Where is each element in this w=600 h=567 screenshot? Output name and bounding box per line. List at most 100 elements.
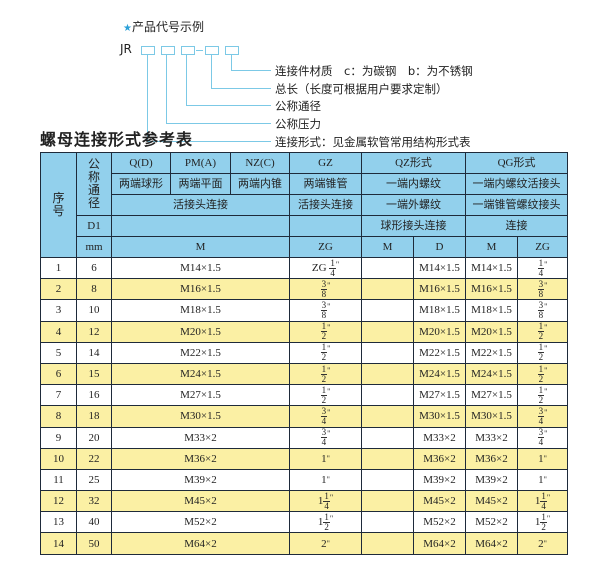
cell-m: M45×2 bbox=[111, 490, 290, 513]
header-gz-desc: 两端锥管 bbox=[289, 173, 362, 195]
cell-dn: 12 bbox=[76, 320, 112, 343]
cell-qg-zg: 3 8 " bbox=[517, 278, 569, 301]
cell-qz-m bbox=[361, 511, 414, 534]
cell-qg-zg: 1 2 " bbox=[517, 362, 569, 386]
table-row: 2 8 M16×1.5 3 8 " M16×1.5 M16×1.5 3 8 " bbox=[40, 278, 569, 301]
header-empty bbox=[289, 215, 362, 237]
cell-no: 8 bbox=[40, 405, 77, 428]
cell-dn: 20 bbox=[76, 426, 112, 449]
header-qd: Q(D) bbox=[111, 152, 171, 174]
cell-qg-zg: 3 4 " bbox=[517, 426, 569, 449]
cell-qz-d: M24×1.5 bbox=[412, 362, 467, 386]
cell-qg-zg: 1 1 2 " bbox=[517, 511, 569, 534]
cell-dn: 15 bbox=[76, 362, 112, 386]
cell-no: 6 bbox=[40, 362, 77, 386]
cell-qg-m: M27×1.5 bbox=[465, 384, 519, 407]
legend-heading: ★产品代号示例 bbox=[123, 18, 204, 35]
cell-zg: 1" bbox=[289, 447, 362, 470]
header-qz-d: D bbox=[412, 236, 467, 258]
cell-qz-d: M14×1.5 bbox=[412, 256, 467, 280]
cell-dn: 10 bbox=[76, 299, 112, 322]
cell-zg: 3 4 " bbox=[289, 405, 362, 428]
cell-qz-m bbox=[361, 299, 414, 322]
nut-connection-table: 序号 公称通径 Q(D) PM(A) NZ(C) GZ QZ形式 QG形式 两端… bbox=[40, 152, 569, 555]
header-zg: ZG bbox=[289, 236, 362, 258]
cell-dn: 22 bbox=[76, 447, 112, 470]
cell-qg-m: M30×1.5 bbox=[465, 405, 519, 428]
cell-qg-zg: 1 2 " bbox=[517, 320, 569, 343]
header-qd-desc: 两端球形 bbox=[111, 173, 171, 195]
cell-no: 4 bbox=[40, 320, 77, 343]
cell-m: M27×1.5 bbox=[111, 384, 290, 407]
header-union-connection: 活接头连接 bbox=[111, 194, 290, 216]
header-dn: 公称通径 bbox=[76, 152, 112, 216]
cell-zg: 1 2 " bbox=[289, 384, 362, 407]
cell-qz-m bbox=[361, 468, 414, 492]
cell-no: 3 bbox=[40, 299, 77, 322]
cell-no: 7 bbox=[40, 384, 77, 407]
legend-label-pressure: 公称压力 bbox=[275, 117, 321, 131]
cell-dn: 32 bbox=[76, 490, 112, 513]
cell-qg-m: M16×1.5 bbox=[465, 278, 519, 301]
cell-m: M18×1.5 bbox=[111, 299, 290, 322]
cell-dn: 6 bbox=[76, 256, 112, 280]
table-row: 6 15 M24×1.5 1 2 " M24×1.5 M24×1.5 1 2 " bbox=[40, 362, 569, 386]
cell-qz-d: M39×2 bbox=[412, 468, 467, 492]
cell-qg-m: M64×2 bbox=[465, 532, 519, 555]
cell-dn: 18 bbox=[76, 405, 112, 428]
header-qz-desc3: 球形接头连接 bbox=[360, 215, 467, 237]
code-dash bbox=[196, 50, 203, 51]
cell-qg-m: M33×2 bbox=[465, 426, 519, 449]
header-qz-desc2: 一端外螺纹 bbox=[360, 194, 467, 216]
cell-qz-m bbox=[361, 256, 414, 280]
cell-m: M14×1.5 bbox=[111, 256, 290, 280]
cell-qz-d: M18×1.5 bbox=[412, 299, 467, 322]
table-row: 1 6 M14×1.5 ZG 1 4 " M14×1.5 M14×1.5 1 4 " bbox=[40, 256, 569, 280]
header-gz: GZ bbox=[289, 152, 362, 174]
cell-zg: ZG 1 4 " bbox=[289, 256, 362, 280]
legend-label-connection: 连接形式：见金属软管常用结构形式表 bbox=[275, 135, 471, 149]
cell-m: M16×1.5 bbox=[111, 278, 290, 301]
code-box bbox=[225, 46, 239, 55]
cell-zg: 3 8 " bbox=[289, 299, 362, 322]
cell-qg-m: M24×1.5 bbox=[465, 362, 519, 386]
header-unit: mm bbox=[76, 236, 112, 258]
legend-heading-text: 产品代号示例 bbox=[131, 20, 204, 34]
cell-qz-d: M45×2 bbox=[412, 490, 467, 513]
cell-m: M36×2 bbox=[111, 447, 290, 470]
cell-qz-d: M30×1.5 bbox=[412, 405, 467, 428]
cell-qz-d: M64×2 bbox=[412, 532, 467, 555]
header-nz: NZ(C) bbox=[230, 152, 290, 174]
legend-label-material: 连接件材质 c：为碳钢 b：为不锈钢 bbox=[275, 64, 473, 78]
cell-qz-m bbox=[361, 341, 414, 364]
cell-qg-zg: 3 8 " bbox=[517, 299, 569, 322]
table-row: 3 10 M18×1.5 3 8 " M18×1.5 M18×1.5 3 8 " bbox=[40, 299, 569, 322]
cell-qz-m bbox=[361, 278, 414, 301]
cell-qg-m: M20×1.5 bbox=[465, 320, 519, 343]
table-title: 螺母连接形式参考表 bbox=[40, 130, 194, 149]
cell-qz-m bbox=[361, 320, 414, 343]
header-qg-zg: ZG bbox=[517, 236, 569, 258]
cell-qz-m bbox=[361, 447, 414, 470]
cell-zg: 2" bbox=[289, 532, 362, 555]
cell-qg-zg: 1 4 " bbox=[517, 256, 569, 280]
header-qz: QZ形式 bbox=[360, 152, 467, 174]
code-box bbox=[205, 46, 219, 55]
table-row: 7 16 M27×1.5 1 2 " M27×1.5 M27×1.5 1 2 " bbox=[40, 384, 569, 407]
code-box bbox=[141, 46, 155, 55]
cell-qz-m bbox=[361, 362, 414, 386]
cell-m: M22×1.5 bbox=[111, 341, 290, 364]
cell-m: M24×1.5 bbox=[111, 362, 290, 386]
cell-qz-m bbox=[361, 490, 414, 513]
cell-qg-zg: 2" bbox=[517, 532, 569, 555]
cell-qg-m: M39×2 bbox=[465, 468, 519, 492]
table-row: 13 40 M52×2 1 1 2 " M52×2 M52×2 1 1 2 " bbox=[40, 511, 569, 534]
code-box bbox=[181, 46, 195, 55]
cell-qz-m bbox=[361, 532, 414, 555]
cell-no: 2 bbox=[40, 278, 77, 301]
cell-no: 10 bbox=[40, 447, 77, 470]
cell-m: M20×1.5 bbox=[111, 320, 290, 343]
cell-dn: 25 bbox=[76, 468, 112, 492]
table-row: 12 32 M45×2 1 1 4 " M45×2 M45×2 1 1 4 " bbox=[40, 490, 569, 513]
cell-qz-d: M36×2 bbox=[412, 447, 467, 470]
